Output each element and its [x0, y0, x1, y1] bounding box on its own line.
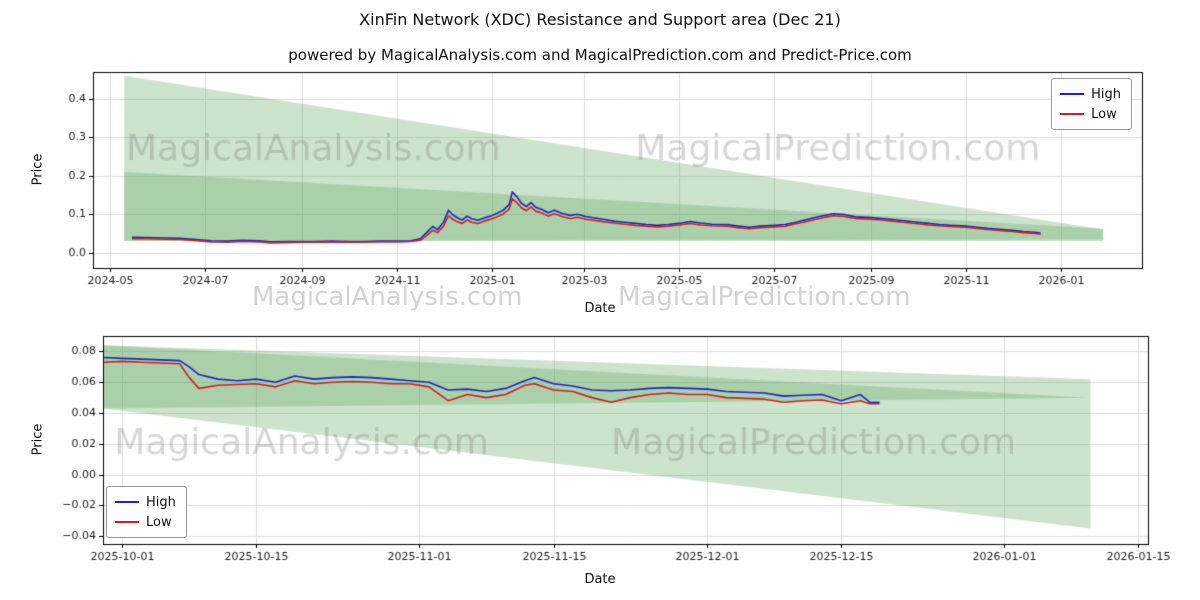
- top-price-chart-canvas: [55, 64, 1170, 294]
- bottom-chart-legend: High Low: [106, 486, 187, 538]
- legend-high-label: High: [1091, 86, 1121, 102]
- high-line-swatch: [115, 501, 139, 503]
- top-chart-legend: High Low: [1051, 78, 1132, 130]
- low-line-swatch: [115, 521, 139, 523]
- legend-item-low: Low: [115, 512, 176, 532]
- legend-low-label: Low: [1091, 106, 1117, 122]
- legend-high-label: High: [146, 494, 176, 510]
- bottom-price-chart-canvas: [55, 330, 1170, 570]
- legend-item-low: Low: [1060, 104, 1121, 124]
- chart-title: XinFin Network (XDC) Resistance and Supp…: [359, 10, 841, 29]
- bottom-x-axis-label: Date: [584, 572, 616, 587]
- legend-item-high: High: [115, 492, 176, 512]
- top-y-axis-label: Price: [30, 153, 46, 186]
- high-line-swatch: [1060, 93, 1085, 95]
- legend-item-high: High: [1060, 84, 1121, 104]
- top-x-axis-label: Date: [584, 301, 616, 316]
- bottom-y-axis-label: Price: [30, 423, 46, 456]
- low-line-swatch: [1060, 113, 1085, 115]
- legend-low-label: Low: [146, 514, 172, 530]
- chart-subtitle: powered by MagicalAnalysis.com and Magic…: [288, 46, 912, 64]
